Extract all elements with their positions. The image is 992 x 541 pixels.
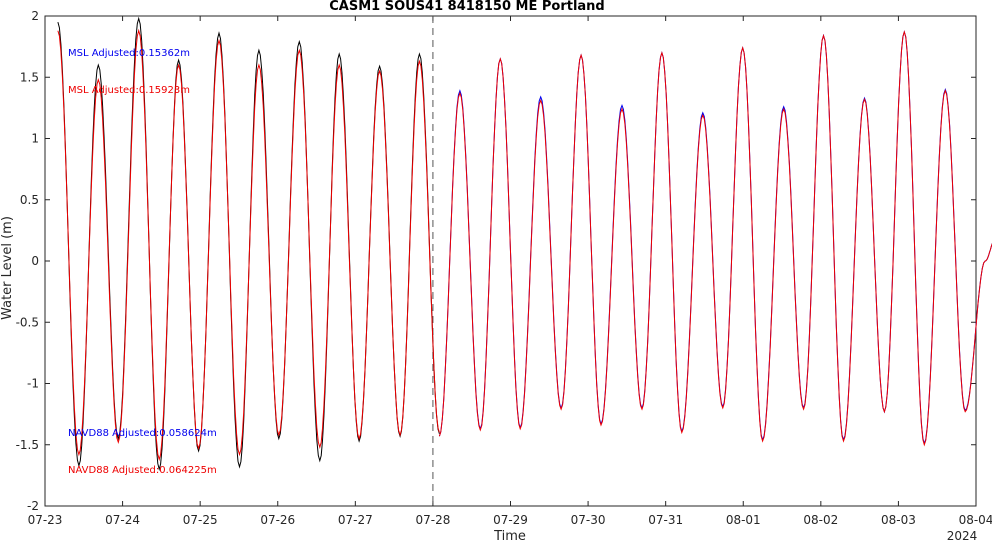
y-tick-label: 2 <box>31 9 39 23</box>
x-tick-label: 07-27 <box>338 513 373 527</box>
x-tick-label: 07-24 <box>105 513 140 527</box>
x-axis-ticks: 07-23 07-24 07-25 07-26 07-27 07-28 07-29 07-30… <box>28 16 992 527</box>
y-tick-label: 0 <box>31 254 39 268</box>
annotation-navd88-blue: NAVD88 Adjusted:0.058624m <box>68 428 217 439</box>
x-tick-label: 07-26 <box>260 513 295 527</box>
series-line-3 <box>438 30 992 447</box>
annotation-msl-blue: MSL Adjusted:0.15362m <box>68 48 190 59</box>
y-tick-label: 1.5 <box>20 70 39 84</box>
x-year-label: 2024 <box>947 529 978 541</box>
x-tick-label: 07-29 <box>493 513 528 527</box>
x-tick-label: 08-03 <box>881 513 916 527</box>
x-tick-label: 07-23 <box>28 513 63 527</box>
x-tick-label: 07-30 <box>571 513 606 527</box>
x-tick-label: 08-02 <box>803 513 838 527</box>
x-tick-label: 07-28 <box>415 513 450 527</box>
y-axis-title: Water Level (m) <box>0 216 15 320</box>
series-line-1 <box>57 28 440 462</box>
annotation-layer: MSL Adjusted:0.15362m MSL Adjusted:0.159… <box>68 48 217 476</box>
series-layer <box>57 16 992 472</box>
y-tick-label: -1.5 <box>16 438 39 452</box>
y-tick-label: -2 <box>27 499 39 513</box>
x-tick-label: 08-04 <box>959 513 992 527</box>
annotation-msl-red: MSL Adjusted:0.15923m <box>68 85 190 96</box>
annotation-navd88-red: NAVD88 Adjusted:0.064225m <box>68 465 217 476</box>
x-tick-label: 08-01 <box>726 513 761 527</box>
y-tick-label: -1 <box>27 377 39 391</box>
y-tick-label: -0.5 <box>16 315 39 329</box>
y-tick-label: 0.5 <box>20 193 39 207</box>
y-axis-ticks: -2 -1.5 -1 -0.5 0 0.5 1 1.5 2 <box>16 9 976 513</box>
x-tick-label: 07-25 <box>183 513 218 527</box>
y-tick-label: 1 <box>31 132 39 146</box>
x-tick-label: 07-31 <box>648 513 683 527</box>
chart-title: CASM1 SOUS41 8418150 ME Portland <box>329 0 604 14</box>
x-axis-title: Time <box>493 529 526 541</box>
